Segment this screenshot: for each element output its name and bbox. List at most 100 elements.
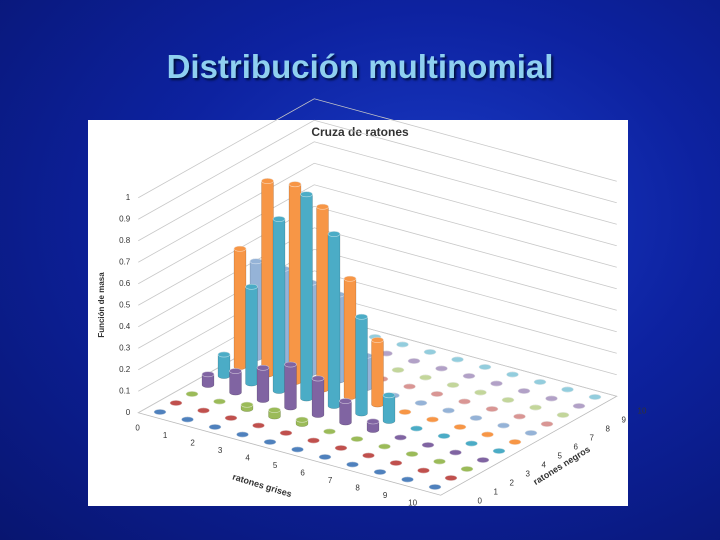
y-tick-label: 0.9 [119,214,131,223]
bar-top [391,367,405,373]
bar-top [256,364,270,371]
bar-top [540,421,554,427]
bar-top [423,349,437,355]
bar-top [394,434,407,441]
bar-top [316,203,329,210]
y-tick-label: 0.3 [119,343,131,352]
bar-top [295,416,309,423]
bar [355,313,368,417]
bar-top [311,375,325,382]
x-tick-label: 4 [245,454,250,463]
bar-top [533,379,547,385]
bar-top [561,386,574,393]
bar [272,216,286,394]
bar-top [378,443,391,450]
y-tick-label: 0.2 [119,365,131,374]
bar-top [588,394,602,400]
z-tick-label: 10 [638,407,647,416]
bar-top [460,466,474,472]
bar-top [169,400,183,406]
bar-top [366,418,380,425]
z-tick-label: 8 [606,425,611,434]
z-tick-label: 9 [622,416,627,425]
bar-top [517,388,531,394]
bar [327,231,341,409]
z-tick-label: 2 [510,479,515,488]
bar-top [240,401,254,408]
bar-top [181,416,194,423]
bar [300,191,313,402]
bar-top [272,216,286,222]
bar [284,361,297,411]
x-tick-label: 5 [273,461,278,470]
bar-top [373,469,387,475]
bar-top [419,374,432,381]
bar-top [469,415,483,421]
bar [261,178,274,378]
bar-top [201,371,215,378]
z-tick-label: 3 [526,470,531,479]
bar [233,245,247,370]
bar-top [197,407,210,414]
y-tick-label: 0.6 [119,279,131,288]
x-tick-label: 6 [300,469,305,478]
bar-top [261,178,274,184]
bar-top [458,398,471,405]
bar-top [355,313,368,320]
bar-top [268,407,281,413]
bar-top [229,368,242,374]
y-tick-label: 0.7 [119,257,131,266]
bar-top [208,424,222,430]
bar-top [433,458,446,465]
grid-line [138,119,617,220]
bar-top [245,283,258,290]
bar-top [327,231,341,237]
bar-top [236,431,249,438]
y-tick-label: 0.4 [119,322,131,331]
bar-top [506,371,519,378]
bar-top [346,461,359,468]
x-tick-label: 10 [408,499,417,508]
bar-top [284,361,297,368]
grid-line [138,162,617,263]
z-tick-label: 4 [542,461,547,470]
bar-top [382,392,396,399]
bar-top [318,454,332,460]
bar [288,181,302,385]
bar-top [410,425,423,432]
bar-top [343,275,357,282]
bar-top [249,258,263,265]
bar-top [529,404,542,411]
x-tick-label: 7 [328,476,333,485]
bar-top [437,433,451,439]
bar-top [398,409,412,415]
bar-top [213,398,226,405]
bar-top [421,442,435,448]
bar-top [339,398,352,404]
bar-top [501,397,515,403]
z-tick-label: 7 [590,434,595,443]
bar-top [403,383,416,390]
bar-top [442,407,455,414]
bar-top [444,475,458,481]
bar-top [524,430,538,436]
grid-line [138,184,617,285]
bar-top [263,439,277,445]
bar-top [307,437,320,444]
bar-top [508,439,522,445]
bar-top [185,391,199,397]
bar-top [396,341,409,348]
bar-top [426,416,439,423]
y-tick-label: 1 [126,193,131,202]
x-tick-label: 0 [135,424,140,433]
bar [343,275,357,400]
bar-top [481,431,494,438]
bar-top [485,406,499,412]
grid-line [138,248,617,349]
bar-top [300,191,313,198]
bar [256,364,270,403]
x-tick-label: 1 [163,431,168,440]
bar-top [417,467,430,474]
bar-top [291,446,304,453]
